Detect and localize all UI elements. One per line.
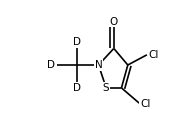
Text: Cl: Cl (140, 99, 150, 109)
Text: S: S (103, 83, 109, 93)
Text: O: O (110, 17, 118, 27)
Text: D: D (73, 37, 81, 47)
Text: D: D (47, 60, 55, 70)
Text: D: D (73, 83, 81, 93)
Text: N: N (95, 60, 102, 70)
Text: Cl: Cl (148, 50, 159, 60)
